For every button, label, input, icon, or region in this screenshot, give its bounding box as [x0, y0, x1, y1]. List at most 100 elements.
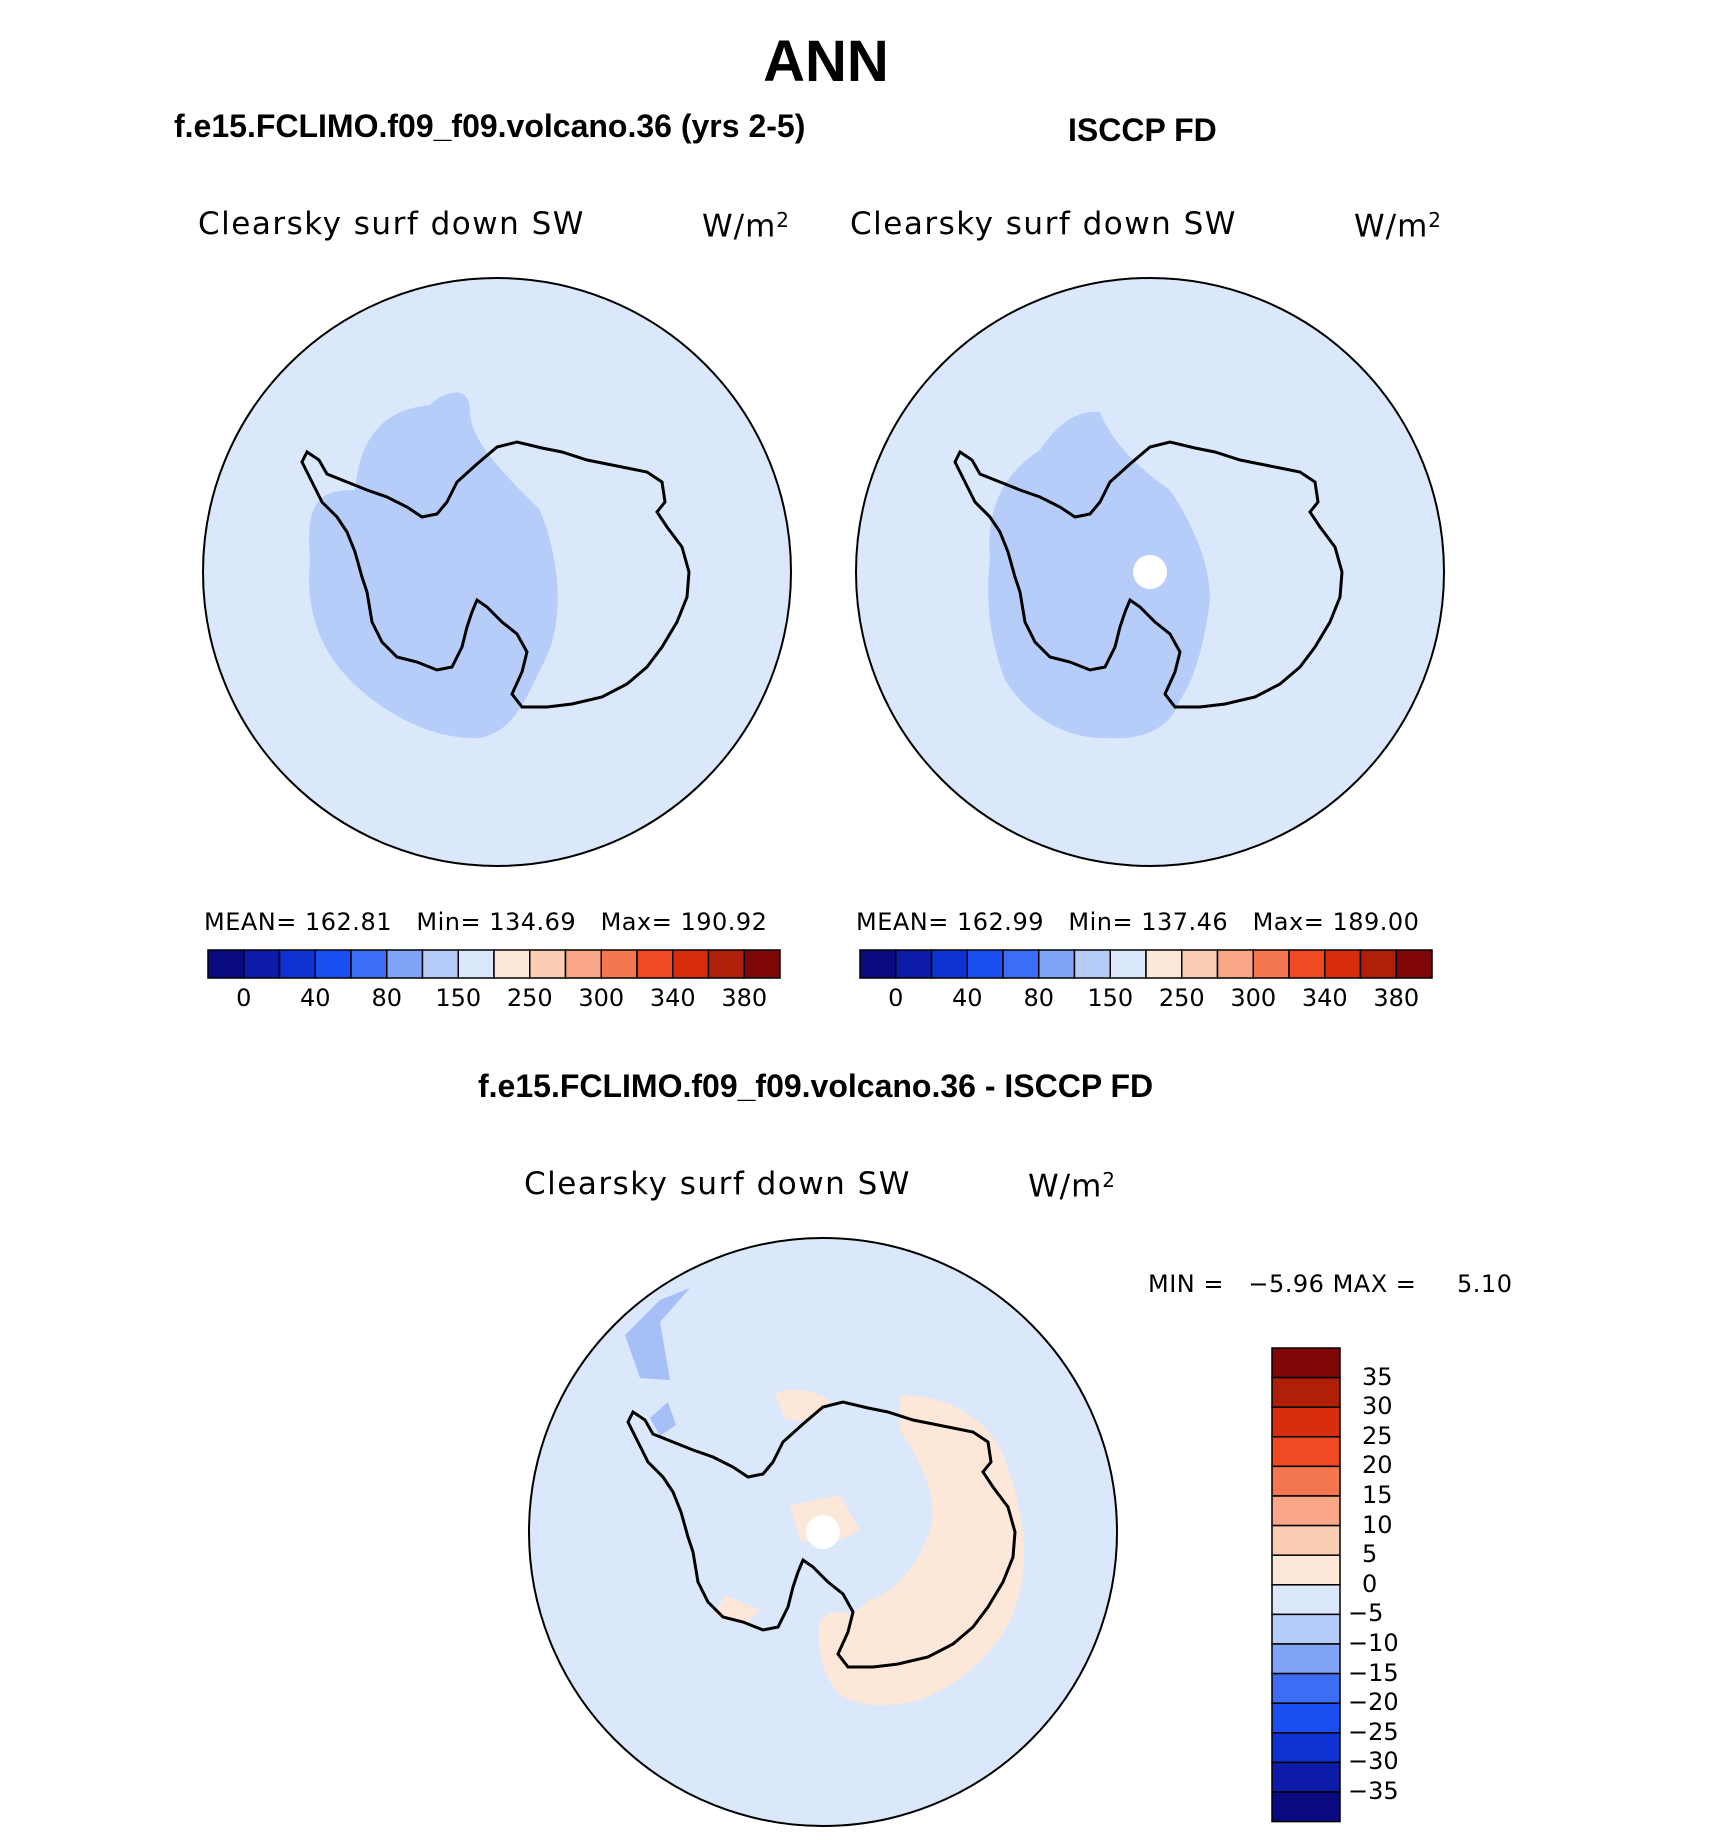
panel2-polar-map	[855, 277, 1445, 867]
panel2-unit-label: W/m2	[1354, 208, 1443, 245]
colorbar-difference-swatch	[1271, 1376, 1341, 1408]
colorbar-panel2-tick-label: 380	[1373, 984, 1420, 1012]
min-label: Min=	[1068, 908, 1134, 936]
colorbar-difference-tick-label: −25	[1348, 1717, 1399, 1746]
colorbar-panel1-swatch	[600, 949, 638, 979]
mean-value: 162.99	[957, 908, 1044, 936]
colorbar-difference-swatch	[1271, 1406, 1341, 1438]
colorbar-difference-tick-label: 0	[1362, 1569, 1378, 1598]
colorbar-panel1-swatch	[350, 949, 388, 979]
colorbar-panel2-swatch	[930, 949, 968, 979]
colorbar-panel2-swatch	[1288, 949, 1326, 979]
panel3-polar-map	[528, 1237, 1118, 1827]
colorbar-difference-swatch	[1271, 1672, 1341, 1704]
panel1-subtitle: f.e15.FCLIMO.f09_f09.volcano.36 (yrs 2-5…	[174, 108, 806, 144]
colorbar-panel2-swatch	[1073, 949, 1111, 979]
colorbar-difference-tick-label: 5	[1362, 1540, 1378, 1569]
colorbar-difference	[1271, 1347, 1341, 1823]
colorbar-panel1-tick-label: 80	[371, 984, 403, 1012]
colorbar-panel1-tick-label: 380	[721, 984, 768, 1012]
panel3-dark-patch	[625, 1288, 690, 1380]
colorbar-panel1-tick-label: 340	[649, 984, 696, 1012]
colorbar-panel1-swatch	[743, 949, 781, 979]
colorbar-difference-tick-label: 10	[1362, 1510, 1393, 1539]
colorbar-panel2-swatch	[1395, 949, 1433, 979]
panel3-positive-south	[818, 1611, 881, 1696]
colorbar-panel1-tick-label: 40	[299, 984, 331, 1012]
panel3-dark-patch-small	[650, 1402, 676, 1436]
colorbar-difference-tick-label: 20	[1362, 1451, 1393, 1480]
colorbar-difference-tick-label: −15	[1348, 1658, 1399, 1687]
colorbar-panel2-swatch	[1038, 949, 1076, 979]
max-value: 190.92	[680, 908, 768, 936]
colorbar-panel2-tick-label: 0	[888, 984, 904, 1012]
colorbar-panel2-swatch	[966, 949, 1004, 979]
colorbar-panel1-swatch	[457, 949, 495, 979]
colorbar-difference-tick-label: 30	[1362, 1392, 1393, 1421]
min-value: 134.69	[489, 908, 577, 936]
colorbar-difference-tick-label: −20	[1348, 1688, 1399, 1717]
colorbar-difference-swatch	[1271, 1613, 1341, 1645]
colorbar-difference-tick-label: 25	[1362, 1421, 1393, 1450]
colorbar-difference-tick-label: −35	[1348, 1777, 1399, 1805]
colorbar-difference-tick-label: −10	[1348, 1629, 1399, 1657]
colorbar-panel2-tick-label: 250	[1158, 984, 1205, 1012]
colorbar-panel2-swatch	[1002, 949, 1040, 979]
colorbar-panel2-tick-label: 300	[1230, 984, 1277, 1012]
colorbar-panel1-swatch	[493, 949, 531, 979]
min-value: −5.96	[1248, 1270, 1325, 1298]
panel3-subtitle: f.e15.FCLIMO.f09_f09.volcano.36 - ISCCP …	[478, 1068, 1154, 1104]
colorbar-panel2-swatch	[895, 949, 933, 979]
colorbar-panel1-swatch	[386, 949, 424, 979]
colorbar-panel1-swatch	[207, 949, 245, 979]
colorbar-panel1-tick-label: 300	[578, 984, 625, 1012]
colorbar-panel2-swatch	[1216, 949, 1254, 979]
panel3-pole-mask	[806, 1515, 840, 1549]
colorbar-difference-swatch	[1271, 1584, 1341, 1616]
colorbar-panel2-swatch	[1109, 949, 1147, 979]
colorbar-difference-swatch	[1271, 1495, 1341, 1527]
max-value: 189.00	[1332, 908, 1420, 936]
colorbar-panel2-tick-label: 150	[1087, 984, 1134, 1012]
panel3-stats: MIN = −5.96 MAX = 5.10	[1148, 1270, 1512, 1298]
panel2-subtitle: ISCCP FD	[1068, 112, 1217, 148]
colorbar-panel1-swatch	[636, 949, 674, 979]
max-label: Max=	[600, 908, 673, 936]
min-label: MIN =	[1148, 1270, 1224, 1298]
colorbar-difference-swatch	[1271, 1554, 1341, 1586]
max-value: 5.10	[1457, 1270, 1513, 1298]
colorbar-panel2-swatch	[1145, 949, 1183, 979]
colorbar-difference-swatch	[1271, 1761, 1341, 1793]
panel3-variable-label: Clearsky surf down SW	[524, 1166, 911, 1202]
panel2-variable-label: Clearsky surf down SW	[850, 206, 1237, 242]
colorbar-difference-swatch	[1271, 1465, 1341, 1497]
colorbar-difference-swatch	[1271, 1732, 1341, 1764]
panel2-stats: MEAN= 162.99 Min= 137.46 Max= 189.00	[856, 908, 1419, 936]
colorbar-panel1-swatch	[564, 949, 602, 979]
min-label: Min=	[416, 908, 482, 936]
panel1-polar-map	[202, 277, 792, 867]
max-label: MAX =	[1332, 1270, 1417, 1298]
panel1-variable-label: Clearsky surf down SW	[198, 206, 585, 242]
colorbar-panel1	[207, 949, 781, 979]
colorbar-difference-swatch	[1271, 1702, 1341, 1734]
colorbar-difference-swatch	[1271, 1643, 1341, 1675]
panel1-stats: MEAN= 162.81 Min= 134.69 Max= 190.92	[204, 908, 767, 936]
min-value: 137.46	[1141, 908, 1229, 936]
mean-label: MEAN=	[856, 908, 949, 936]
colorbar-difference-tick-label: −30	[1348, 1747, 1399, 1776]
colorbar-difference-swatch	[1271, 1791, 1341, 1823]
colorbar-panel2-tick-label: 40	[951, 984, 983, 1012]
colorbar-panel2-swatch	[1181, 949, 1219, 979]
colorbar-panel1-swatch	[314, 949, 352, 979]
panel3-positive-east	[829, 1395, 1025, 1706]
colorbar-panel1-swatch	[672, 949, 710, 979]
colorbar-panel1-swatch	[243, 949, 281, 979]
mean-label: MEAN=	[204, 908, 297, 936]
colorbar-panel2-tick-label: 340	[1301, 984, 1348, 1012]
colorbar-panel1-swatch	[421, 949, 459, 979]
colorbar-panel2-swatch	[1324, 949, 1362, 979]
colorbar-panel2-tick-label: 80	[1023, 984, 1055, 1012]
colorbar-difference-swatch	[1271, 1524, 1341, 1556]
